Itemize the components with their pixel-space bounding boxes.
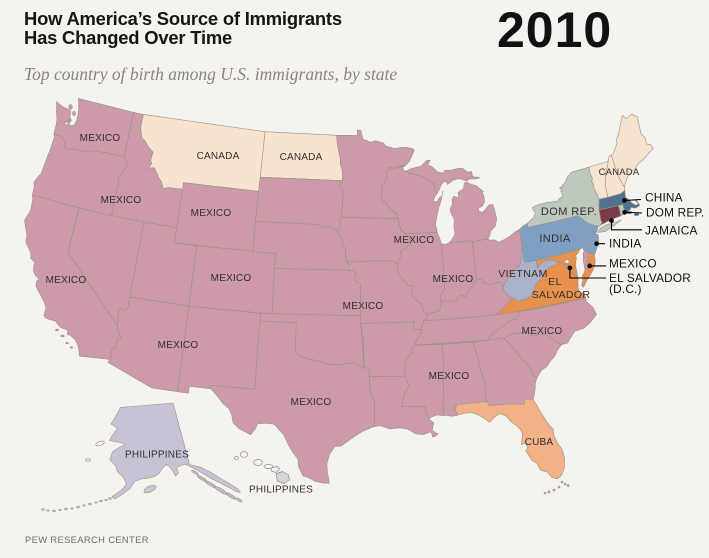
svg-text:MEXICO: MEXICO: [211, 273, 252, 284]
svg-text:MEXICO: MEXICO: [522, 326, 563, 337]
svg-text:MEXICO: MEXICO: [101, 195, 142, 206]
svg-text:VIETNAM: VIETNAM: [498, 268, 547, 280]
svg-text:MEXICO: MEXICO: [394, 235, 435, 246]
svg-text:PHILIPPINES: PHILIPPINES: [125, 450, 189, 461]
svg-text:MEXICO: MEXICO: [429, 371, 470, 382]
svg-text:MEXICO: MEXICO: [291, 397, 332, 408]
svg-text:CHINA: CHINA: [645, 191, 683, 205]
svg-text:MEXICO: MEXICO: [46, 275, 87, 286]
svg-text:DOM REP.: DOM REP.: [541, 206, 597, 218]
svg-text:EL: EL: [548, 276, 562, 288]
svg-text:PHILIPPINES: PHILIPPINES: [249, 485, 313, 496]
svg-text:MEXICO: MEXICO: [80, 133, 121, 144]
svg-text:MEXICO: MEXICO: [609, 257, 657, 271]
svg-text:INDIA: INDIA: [609, 237, 641, 251]
svg-text:MEXICO: MEXICO: [433, 274, 474, 285]
svg-text:CUBA: CUBA: [525, 437, 554, 448]
svg-text:CANADA: CANADA: [599, 167, 640, 178]
svg-text:MEXICO: MEXICO: [158, 340, 199, 351]
svg-text:INDIA: INDIA: [539, 233, 571, 245]
svg-text:DOM REP.: DOM REP.: [646, 206, 704, 220]
svg-text:CANADA: CANADA: [280, 152, 323, 163]
svg-text:CANADA: CANADA: [197, 151, 240, 162]
svg-text:MEXICO: MEXICO: [191, 208, 232, 219]
svg-text:MEXICO: MEXICO: [343, 301, 384, 312]
svg-text:SALVADOR: SALVADOR: [532, 289, 591, 301]
svg-text:(D.C.): (D.C.): [609, 282, 642, 296]
svg-text:EL SALVADOR: EL SALVADOR: [609, 271, 691, 285]
svg-text:JAMAICA: JAMAICA: [645, 224, 698, 238]
